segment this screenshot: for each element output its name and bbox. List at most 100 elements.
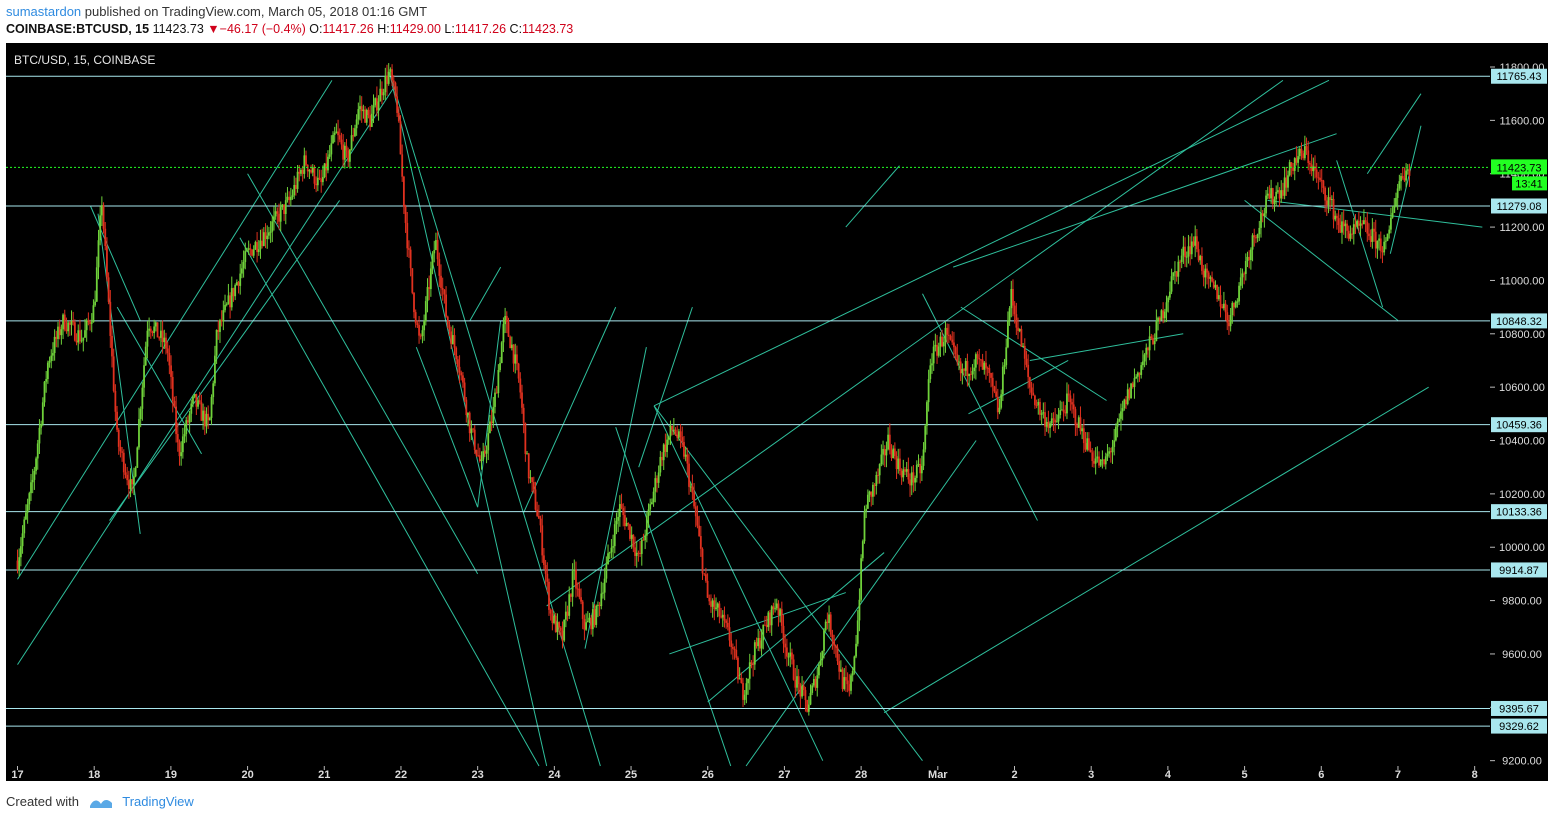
candle-body (1028, 377, 1031, 388)
candle-body (446, 316, 449, 325)
trend-line (584, 347, 647, 649)
candle-body (794, 679, 797, 688)
candle-body (251, 249, 253, 256)
candle-body (1347, 230, 1350, 239)
candle-body (1354, 224, 1357, 227)
candle-body (1238, 285, 1240, 302)
candle-body (1209, 277, 1212, 279)
candle-body (1244, 260, 1247, 274)
candle-body (1072, 404, 1075, 410)
candle-body (804, 690, 807, 700)
candle-body (959, 361, 962, 374)
trend-lines[interactable] (17, 72, 1483, 767)
candle-body (151, 331, 154, 334)
trend-line (653, 79, 1330, 407)
candle-body (595, 605, 598, 625)
candle-body (1228, 322, 1230, 327)
level-label-bg (1491, 562, 1547, 578)
candle-body (541, 525, 544, 556)
candle-body (696, 516, 699, 526)
candle-body (1297, 156, 1300, 163)
candle-body (504, 315, 507, 325)
candle-body (202, 410, 204, 421)
candle-body (340, 139, 343, 145)
candle-body (838, 661, 841, 672)
candle-body (1050, 418, 1053, 424)
candle-body (350, 135, 353, 150)
candle-body (1374, 231, 1377, 249)
candle-body (1055, 421, 1058, 423)
candle-body (300, 169, 302, 174)
candle-body (1187, 246, 1190, 257)
trend-line (116, 306, 202, 455)
candle-body (831, 634, 834, 640)
level-label-bg (1491, 718, 1547, 734)
candle-body (671, 425, 674, 430)
candle-body (757, 638, 760, 647)
tradingview-link[interactable]: TradingView (122, 794, 194, 809)
candle-body (807, 704, 810, 712)
candle-body (765, 624, 768, 628)
candle-body (497, 369, 500, 394)
candle-body (52, 353, 54, 356)
candle-body (929, 365, 932, 380)
level-labels: 11765.43 11279.08 10848.32 10459.36 10133.36… (1491, 68, 1547, 734)
time-scale[interactable] (6, 766, 1548, 781)
candle-body (244, 251, 247, 263)
candle-body (531, 477, 534, 483)
candle-body (740, 678, 743, 683)
candle-body (475, 449, 478, 456)
candle-body (1096, 456, 1099, 459)
candle-body (235, 282, 238, 286)
candle-body (87, 320, 90, 323)
candle-body (1082, 428, 1085, 444)
candle-body (68, 322, 71, 325)
candle-body (448, 324, 451, 332)
candle-body (230, 288, 233, 308)
candle-body (760, 640, 763, 649)
candle-body (293, 185, 296, 196)
candle-body (578, 588, 581, 598)
candle-body (769, 612, 771, 626)
price-chart[interactable]: 9200.009400.009600.009800.0010000.001020… (0, 41, 1554, 783)
candle-body (311, 167, 314, 173)
candle-body (841, 669, 844, 689)
candle-body (1118, 418, 1121, 422)
candle-body (359, 106, 361, 110)
candle-body (969, 373, 972, 375)
candle-body (188, 413, 191, 423)
candle-body (976, 354, 979, 359)
down-arrow-icon: ▼ (207, 22, 220, 36)
candle-body (116, 411, 118, 430)
candle-body (1167, 297, 1170, 303)
candle-body (124, 472, 127, 475)
candle-body (1351, 233, 1354, 235)
low-label: L: (444, 22, 455, 36)
candle-body (681, 437, 684, 442)
trend-line (615, 427, 732, 767)
candle-body (1312, 166, 1315, 172)
candle-body (502, 324, 505, 343)
candle-body (563, 619, 566, 641)
candle-body (607, 553, 609, 565)
candle-body (264, 232, 267, 240)
candle-body (1192, 241, 1195, 246)
candle-body (239, 273, 242, 286)
horizontal-levels[interactable] (6, 75, 1490, 727)
author-link[interactable]: sumastardon (6, 4, 82, 19)
candle-body (18, 557, 21, 570)
candle-body (1212, 281, 1215, 288)
x-tick-label: 5 (1242, 769, 1248, 781)
candle-body (1054, 419, 1057, 423)
candle-body (256, 242, 258, 253)
plot-area[interactable] (6, 43, 1490, 766)
candle-body (75, 340, 78, 343)
candle-body (153, 326, 156, 334)
candle-body (1194, 236, 1197, 246)
candle-body (35, 458, 37, 471)
candle-body (288, 196, 291, 201)
candle-body (1341, 221, 1343, 233)
candle-body (897, 458, 900, 470)
candle-body (1108, 451, 1111, 454)
candle-body (1401, 176, 1404, 179)
